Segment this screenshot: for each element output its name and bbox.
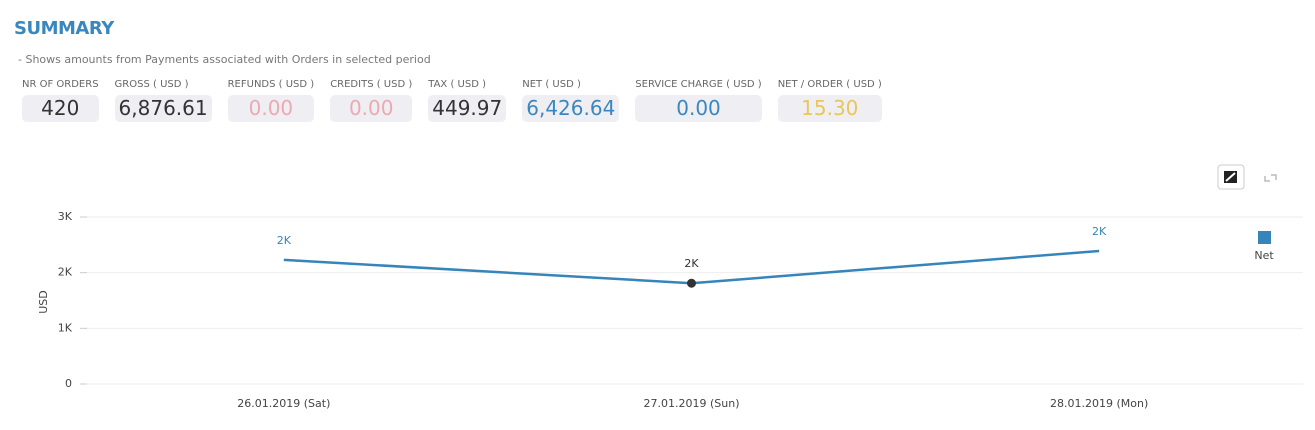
value-label: 2K xyxy=(1092,225,1107,238)
stat: CREDITS ( USD ) 0.00 xyxy=(330,79,413,122)
value-label: 2K xyxy=(684,257,699,270)
stat: NET ( USD ) 6,426.64 xyxy=(522,79,620,122)
y-tick-label: 0 xyxy=(65,377,72,390)
value-label: 2K xyxy=(277,234,292,247)
stat-value: 0.00 xyxy=(635,95,762,122)
stat-label: NET ( USD ) xyxy=(522,79,581,90)
legend-label: Net xyxy=(1254,249,1274,262)
y-tick-label: 3K xyxy=(58,210,73,223)
stat-label: TAX ( USD ) xyxy=(428,79,486,90)
stat: GROSS ( USD ) 6,876.61 xyxy=(114,79,212,122)
stat-label: NET / ORDER ( USD ) xyxy=(777,79,882,90)
stat-label: GROSS ( USD ) xyxy=(114,79,189,90)
stat: REFUNDS ( USD ) 0.00 xyxy=(227,79,315,122)
summary-subtitle: - Shows amounts from Payments associated… xyxy=(18,53,431,66)
stat: TAX ( USD ) 449.97 xyxy=(428,79,507,122)
fullscreen-button[interactable] xyxy=(1264,174,1277,182)
stat: SERVICE CHARGE ( USD ) 0.00 xyxy=(635,79,762,122)
x-tick-label: 26.01.2019 (Sat) xyxy=(237,397,330,410)
stat-label: NR OF ORDERS xyxy=(22,79,99,90)
stat-label: SERVICE CHARGE ( USD ) xyxy=(635,79,762,90)
stat-label: CREDITS ( USD ) xyxy=(330,79,413,90)
stats-row: NR OF ORDERS 420 GROSS ( USD ) 6,876.61 REFU… xyxy=(22,79,882,122)
stat-value: 420 xyxy=(22,95,99,122)
stat-value: 0.00 xyxy=(330,95,413,122)
legend-swatch xyxy=(1258,231,1271,244)
summary-title: SUMMARY xyxy=(14,18,114,39)
x-tick-label: 27.01.2019 (Sun) xyxy=(644,397,740,410)
y-tick-label: 2K xyxy=(58,266,73,279)
x-tick-label: 28.01.2019 (Mon) xyxy=(1050,397,1148,410)
stat-value: 449.97 xyxy=(428,95,507,122)
stat-label: REFUNDS ( USD ) xyxy=(227,79,315,90)
hover-marker xyxy=(687,278,696,288)
stat-value: 15.30 xyxy=(777,95,882,122)
stat: NR OF ORDERS 420 xyxy=(22,79,99,122)
y-axis-title: USD xyxy=(37,290,50,314)
stat-value: 6,876.61 xyxy=(114,95,212,122)
y-tick-label: 1K xyxy=(58,321,73,334)
stat-value: 6,426.64 xyxy=(522,95,620,122)
stat: NET / ORDER ( USD ) 15.30 xyxy=(777,79,882,122)
chart-type-button[interactable] xyxy=(1217,164,1245,190)
stat-value: 0.00 xyxy=(227,95,315,122)
